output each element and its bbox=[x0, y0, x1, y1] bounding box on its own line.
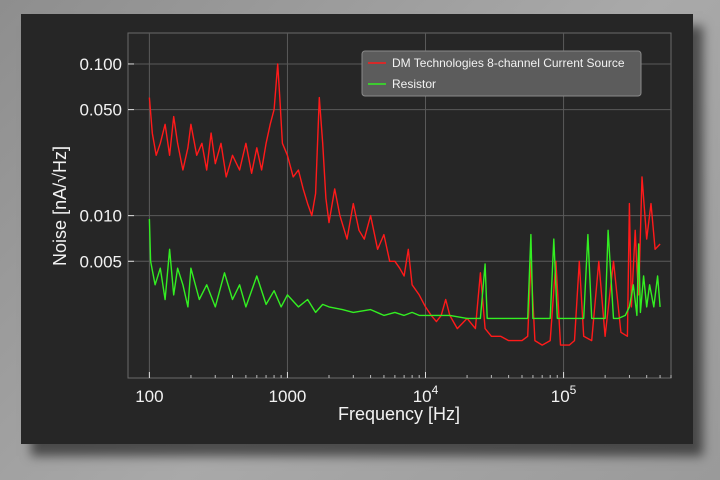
axis-ticks: 100 1000 104 105 0.100 0.050 0.010 0.005 bbox=[79, 55, 672, 406]
y-tick-label: 0.010 bbox=[79, 207, 122, 226]
legend: DM Technologies 8-channel Current Source… bbox=[361, 50, 642, 97]
series-line-current-source bbox=[148, 63, 661, 346]
y-tick-label: 0.005 bbox=[79, 252, 122, 271]
plot-frame bbox=[127, 32, 672, 379]
x-tick-label: 1000 bbox=[269, 387, 307, 406]
x-tick-label: 104 bbox=[413, 383, 439, 406]
x-axis-title: Frequency [Hz] bbox=[338, 404, 460, 424]
y-tick-label: 0.100 bbox=[79, 55, 122, 74]
y-axis-title: Noise [nA/√Hz] bbox=[50, 146, 70, 266]
y-tick-label: 0.050 bbox=[79, 101, 122, 120]
x-tick-label: 100 bbox=[135, 387, 163, 406]
legend-box bbox=[361, 50, 642, 97]
legend-label-resistor: Resistor bbox=[392, 77, 436, 91]
series-line-resistor bbox=[148, 218, 661, 320]
legend-label-current-source: DM Technologies 8-channel Current Source bbox=[392, 56, 625, 70]
x-tick-label: 105 bbox=[551, 383, 577, 406]
series-lines bbox=[148, 63, 661, 346]
